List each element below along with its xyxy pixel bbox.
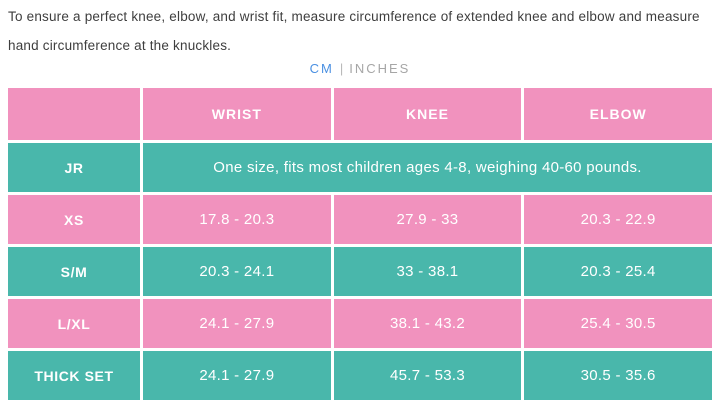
unit-toggle: CM | INCHES: [0, 61, 720, 76]
cell-sm-wrist: 20.3 - 24.1: [143, 247, 331, 296]
column-header-elbow: ELBOW: [524, 88, 712, 140]
unit-option-cm[interactable]: CM: [309, 61, 334, 76]
column-header-wrist: WRIST: [143, 88, 331, 140]
cell-xs-knee: 27.9 - 33: [333, 195, 522, 244]
cell-xs-wrist: 17.8 - 20.3: [143, 195, 331, 244]
column-header-knee: KNEE: [333, 88, 522, 140]
row-label-xs: XS: [8, 195, 140, 244]
row-label-jr: JR: [8, 143, 140, 192]
cell-sm-knee: 33 - 38.1: [333, 247, 522, 296]
row-label-sm: S/M: [8, 247, 140, 296]
cell-lxl-knee: 38.1 - 43.2: [333, 299, 522, 348]
cell-xs-elbow: 20.3 - 22.9: [524, 195, 712, 244]
cell-thick-set-knee: 45.7 - 53.3: [333, 351, 522, 400]
column-header-blank: [8, 88, 140, 140]
fit-instructions: To ensure a perfect knee, elbow, and wri…: [8, 9, 700, 53]
cell-thick-set-wrist: 24.1 - 27.9: [143, 351, 331, 400]
size-chart-table: WRIST KNEE ELBOW JR One size, fits most …: [8, 88, 712, 400]
cell-thick-set-elbow: 30.5 - 35.6: [524, 351, 712, 400]
cell-sm-elbow: 20.3 - 25.4: [524, 247, 712, 296]
cell-jr-note: One size, fits most children ages 4-8, w…: [143, 143, 712, 192]
row-label-thick-set: THICK SET: [8, 351, 140, 400]
cell-lxl-wrist: 24.1 - 27.9: [143, 299, 331, 348]
unit-option-inches[interactable]: INCHES: [349, 61, 411, 76]
unit-toggle-separator: |: [339, 61, 344, 76]
cell-lxl-elbow: 25.4 - 30.5: [524, 299, 712, 348]
row-label-lxl: L/XL: [8, 299, 140, 348]
